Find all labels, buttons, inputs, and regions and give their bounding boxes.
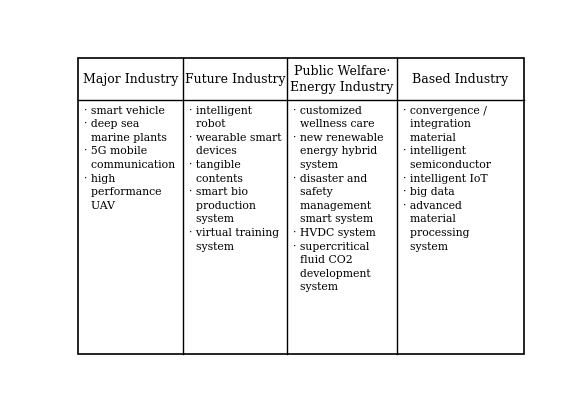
Text: · smart vehicle
· deep sea
  marine plants
· 5G mobile
  communication
· high
  : · smart vehicle · deep sea marine plants… <box>84 106 175 211</box>
Text: Based Industry: Based Industry <box>412 72 508 85</box>
Text: · convergence /
  integration
  material
· intelligent
  semiconductor
· intelli: · convergence / integration material · i… <box>403 106 491 252</box>
Text: · intelligent
  robot
· wearable smart
  devices
· tangible
  contents
· smart b: · intelligent robot · wearable smart dev… <box>188 106 281 252</box>
Text: Future Industry: Future Industry <box>185 72 285 85</box>
Text: Major Industry: Major Industry <box>83 72 178 85</box>
Text: · customized
  wellness care
· new renewable
  energy hybrid
  system
· disaster: · customized wellness care · new renewab… <box>294 106 384 292</box>
Text: Public Welfare·
Energy Industry: Public Welfare· Energy Industry <box>291 64 394 94</box>
